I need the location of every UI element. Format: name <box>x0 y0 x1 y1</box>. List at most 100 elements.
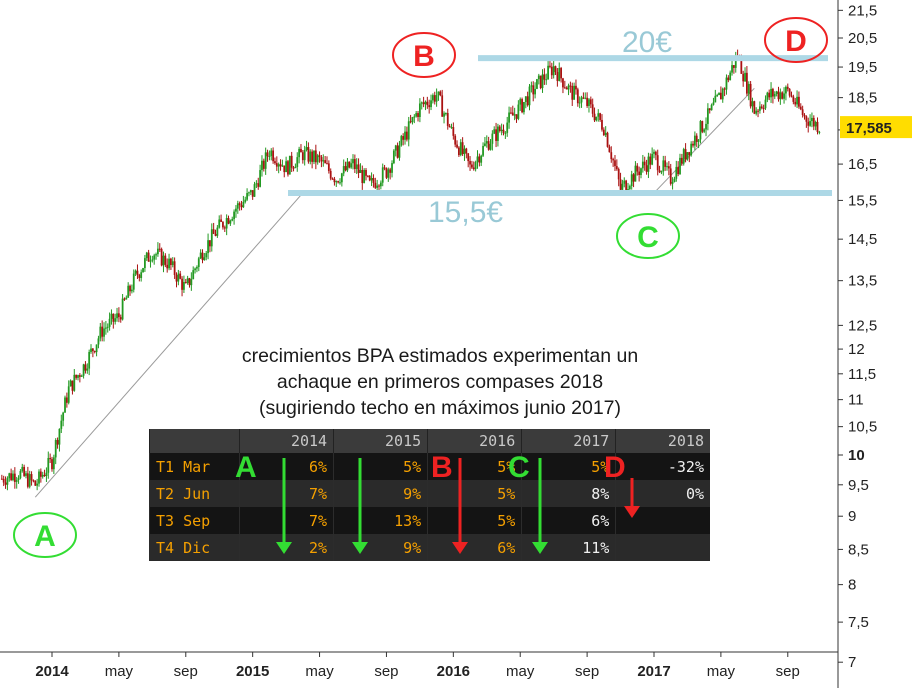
candle-body <box>99 326 102 339</box>
candle-body <box>680 157 683 164</box>
candle-body <box>262 160 265 169</box>
candle-body <box>576 89 579 104</box>
y-tick-label: 10,5 <box>848 419 877 436</box>
candle-body <box>0 478 3 480</box>
candle-body <box>675 166 678 179</box>
candle-body <box>413 116 416 118</box>
candle-body <box>558 68 561 81</box>
candle-body <box>424 101 427 105</box>
candle-body <box>65 397 68 403</box>
y-tick-label: 12 <box>848 341 865 358</box>
candle-body <box>214 233 217 236</box>
candle-body <box>246 193 248 200</box>
candle-body <box>498 126 501 131</box>
y-tick-label: 8 <box>848 577 856 594</box>
candle-body <box>54 440 57 458</box>
candle-body <box>467 153 470 162</box>
x-tick-label: sep <box>575 663 599 680</box>
candle-body <box>36 483 39 486</box>
candle-body <box>41 474 44 477</box>
y-tick-label: 12,5 <box>848 317 877 334</box>
candle-body <box>430 100 432 108</box>
candle-body <box>422 102 425 105</box>
candle-body <box>49 457 52 460</box>
x-tick-label: may <box>305 663 334 680</box>
candle-body <box>15 480 18 482</box>
candle-body <box>155 254 157 256</box>
candle-body <box>549 65 551 67</box>
candle-body <box>303 149 306 161</box>
candle-body <box>88 351 91 369</box>
candle-body <box>188 278 191 286</box>
candle-body <box>530 85 533 87</box>
candle-body <box>352 159 354 164</box>
candle-body <box>725 77 728 90</box>
candle-body <box>337 181 340 183</box>
candle-body <box>471 164 473 168</box>
candle-body <box>305 147 308 150</box>
candle-body <box>350 163 353 168</box>
candle-body <box>536 79 538 89</box>
candle-body <box>485 141 488 144</box>
table-letter-d: D <box>604 451 626 484</box>
candle-body <box>285 161 288 173</box>
candle-body <box>97 338 100 345</box>
marker-circle <box>392 32 456 78</box>
candle-body <box>192 270 195 280</box>
candle-body <box>300 148 302 153</box>
candle-body <box>80 375 83 377</box>
candle-body <box>539 75 542 89</box>
candle-body <box>749 83 752 107</box>
table-cell: 6% <box>427 534 522 561</box>
candle-body <box>699 121 702 140</box>
table-cell: 13% <box>333 507 428 534</box>
candle-body <box>316 155 319 163</box>
candle-body <box>149 260 152 262</box>
candle-body <box>569 85 572 87</box>
candle-body <box>279 164 282 167</box>
candle-body <box>636 165 639 172</box>
candle-body <box>664 160 667 167</box>
candle-body <box>811 117 813 122</box>
candle-body <box>443 113 445 117</box>
candle-body <box>567 85 570 90</box>
candle-body <box>270 150 273 156</box>
candle-body <box>575 85 577 90</box>
candle-body <box>747 83 750 94</box>
candle-body <box>732 65 735 68</box>
candle-body <box>110 313 113 319</box>
candle-body <box>117 313 120 318</box>
candle-body <box>634 165 637 182</box>
candle-body <box>456 144 458 148</box>
candle-body <box>396 145 399 158</box>
candle-body <box>537 75 540 80</box>
candle-body <box>426 101 429 106</box>
candle-body <box>402 136 405 140</box>
candle-body <box>121 298 124 320</box>
candle-body <box>679 157 681 175</box>
candle-body <box>357 164 360 173</box>
candle-body <box>261 160 263 171</box>
candle-body <box>504 132 507 134</box>
candle-body <box>264 152 267 169</box>
y-tick-label: 19,5 <box>848 59 877 76</box>
candle-body <box>400 136 403 146</box>
candle-body <box>409 121 412 123</box>
x-tick-label: 2017 <box>637 663 670 680</box>
candle-body <box>86 368 89 371</box>
candle-body <box>184 282 187 284</box>
candle-body <box>562 78 564 88</box>
candle-body <box>701 121 704 132</box>
candle-body <box>660 171 663 173</box>
candle-body <box>210 229 213 247</box>
table-cell: 9% <box>333 480 428 507</box>
candle-body <box>179 273 182 279</box>
candle-body <box>513 114 516 116</box>
candle-body <box>543 74 546 80</box>
candle-body <box>465 148 468 154</box>
candle-body <box>136 270 139 275</box>
candle-body <box>608 146 611 153</box>
table-letter-c: C <box>508 451 530 484</box>
candle-body <box>411 117 414 123</box>
